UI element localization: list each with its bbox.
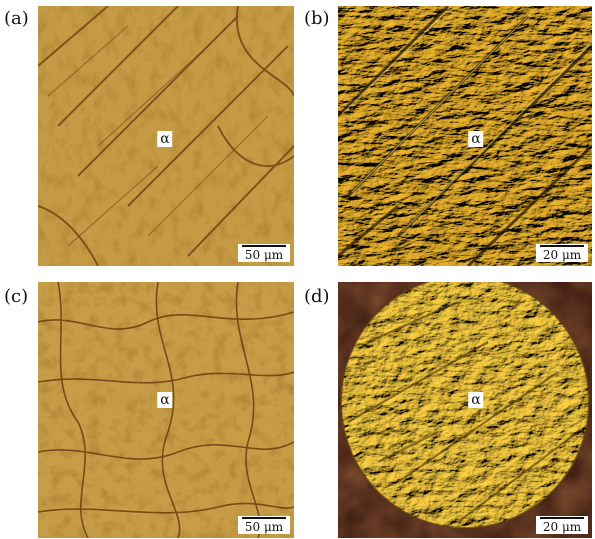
- panel-a-phase-label: α: [157, 131, 173, 147]
- panel-c-phase-label: α: [157, 392, 173, 408]
- panel-a-micrograph: α 50 μm: [38, 6, 294, 266]
- panel-a-label: (a): [4, 8, 29, 29]
- panel-c-scale-label: 50 μm: [244, 520, 284, 534]
- panel-c-label: (c): [4, 286, 29, 307]
- panel-d-scale-bar: 20 μm: [536, 516, 588, 534]
- panel-a-scale-label: 50 μm: [244, 248, 284, 262]
- panel-b-micrograph: α 20 μm: [338, 6, 592, 266]
- panel-c-scale-bar: 50 μm: [238, 516, 290, 534]
- panel-d-label: (d): [304, 286, 330, 307]
- panel-d-phase-label: α: [468, 392, 484, 408]
- panel-a-scale-bar: 50 μm: [238, 244, 290, 262]
- panel-b-phase-label: α: [468, 131, 484, 147]
- panel-c-micrograph: α 50 μm: [38, 282, 294, 538]
- panel-b-label: (b): [304, 8, 330, 29]
- panel-b-scale-label: 20 μm: [542, 248, 582, 262]
- panel-d-scale-label: 20 μm: [542, 520, 582, 534]
- panel-d-micrograph: α 20 μm: [338, 282, 592, 538]
- panel-b-scale-bar: 20 μm: [536, 244, 588, 262]
